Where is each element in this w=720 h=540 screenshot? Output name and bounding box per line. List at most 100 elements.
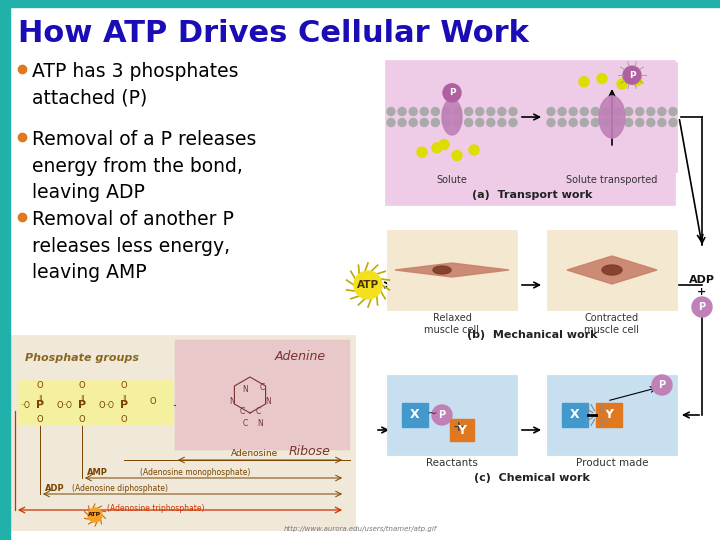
Text: P: P: [120, 400, 128, 410]
Text: http://www.aurora.edu/users/tnamer/atp.gif: http://www.aurora.edu/users/tnamer/atp.g…: [283, 526, 437, 532]
Circle shape: [432, 405, 452, 425]
Text: N: N: [229, 396, 235, 406]
Text: O: O: [37, 415, 43, 423]
Circle shape: [498, 107, 506, 116]
Bar: [385, 60, 675, 205]
Circle shape: [431, 107, 439, 116]
Text: O: O: [121, 415, 127, 423]
Circle shape: [636, 107, 644, 116]
Circle shape: [454, 107, 462, 116]
Circle shape: [498, 118, 506, 126]
Polygon shape: [395, 263, 509, 277]
Text: O: O: [150, 397, 156, 407]
Bar: [596, 403, 622, 427]
Circle shape: [623, 66, 641, 84]
Text: P: P: [658, 380, 665, 390]
Text: C: C: [239, 407, 245, 415]
Text: ‖: ‖: [122, 395, 126, 402]
Text: Membrane
protein: Membrane protein: [390, 65, 436, 84]
Text: Contracted
muscle cell: Contracted muscle cell: [585, 313, 639, 335]
Bar: [18, 380, 173, 425]
Circle shape: [617, 79, 627, 89]
Bar: [175, 340, 350, 450]
Circle shape: [398, 118, 406, 126]
Ellipse shape: [433, 266, 451, 274]
Circle shape: [417, 147, 427, 157]
Circle shape: [603, 118, 611, 126]
Circle shape: [354, 271, 382, 299]
Bar: [547, 62, 677, 172]
Circle shape: [409, 118, 417, 126]
Circle shape: [632, 76, 642, 86]
Text: N: N: [265, 396, 271, 406]
Circle shape: [647, 107, 654, 116]
Circle shape: [387, 118, 395, 126]
Text: Y: Y: [457, 423, 467, 436]
Circle shape: [613, 118, 621, 126]
Text: P: P: [438, 410, 446, 420]
Text: P: P: [78, 400, 86, 410]
Circle shape: [636, 118, 644, 126]
Text: ⁻O: ⁻O: [104, 401, 114, 409]
Text: ATP: ATP: [89, 512, 102, 517]
Circle shape: [547, 107, 555, 116]
Text: ⁻O: ⁻O: [20, 401, 30, 409]
Text: C: C: [259, 382, 265, 392]
Text: X: X: [410, 408, 420, 422]
Circle shape: [580, 107, 588, 116]
Circle shape: [439, 139, 449, 150]
Polygon shape: [567, 256, 657, 284]
Bar: [387, 230, 517, 310]
Text: O: O: [37, 381, 43, 389]
Text: Ribose: Ribose: [289, 445, 331, 458]
Circle shape: [692, 297, 712, 317]
Bar: [562, 403, 588, 427]
Circle shape: [454, 118, 462, 126]
Circle shape: [547, 118, 555, 126]
Text: How ATP Drives Cellular Work: How ATP Drives Cellular Work: [18, 19, 529, 48]
Circle shape: [420, 107, 428, 116]
Text: ATP: ATP: [357, 280, 379, 290]
Circle shape: [625, 107, 633, 116]
Text: P: P: [449, 89, 455, 97]
Text: N: N: [242, 386, 248, 395]
Circle shape: [443, 84, 461, 102]
Circle shape: [88, 508, 102, 522]
Bar: [0, 0, 720, 7]
Circle shape: [647, 118, 654, 126]
Circle shape: [613, 107, 621, 116]
Circle shape: [443, 118, 451, 126]
Text: (Adenosine triphosphate): (Adenosine triphosphate): [107, 504, 204, 513]
Bar: [450, 419, 474, 441]
Text: Solute: Solute: [436, 175, 467, 185]
Text: Removal of another P
releases less energy,
leaving AMP: Removal of another P releases less energ…: [32, 210, 234, 282]
Text: ⁻O: ⁻O: [62, 401, 72, 409]
Text: AMP: AMP: [87, 468, 108, 477]
Ellipse shape: [442, 99, 462, 135]
Circle shape: [580, 118, 588, 126]
Text: C: C: [243, 418, 248, 428]
Circle shape: [625, 118, 633, 126]
Bar: [387, 62, 517, 172]
Bar: [547, 230, 677, 310]
Text: N: N: [257, 418, 263, 428]
Text: Phosphate groups: Phosphate groups: [25, 353, 139, 363]
Circle shape: [387, 107, 395, 116]
Text: P: P: [36, 400, 44, 410]
Circle shape: [570, 118, 577, 126]
Circle shape: [591, 118, 599, 126]
Text: ADP
+: ADP +: [689, 275, 715, 296]
Text: ‖: ‖: [80, 395, 84, 402]
Circle shape: [487, 118, 495, 126]
Text: C: C: [256, 407, 261, 415]
Text: O: O: [78, 381, 85, 389]
Circle shape: [476, 118, 484, 126]
Text: ~: ~: [427, 407, 437, 420]
Text: O: O: [99, 401, 105, 409]
Bar: [387, 375, 517, 455]
Text: X: X: [570, 408, 580, 422]
Circle shape: [432, 143, 442, 153]
Bar: [402, 403, 428, 427]
Text: (b)  Mechanical work: (b) Mechanical work: [467, 330, 598, 340]
Circle shape: [669, 118, 677, 126]
